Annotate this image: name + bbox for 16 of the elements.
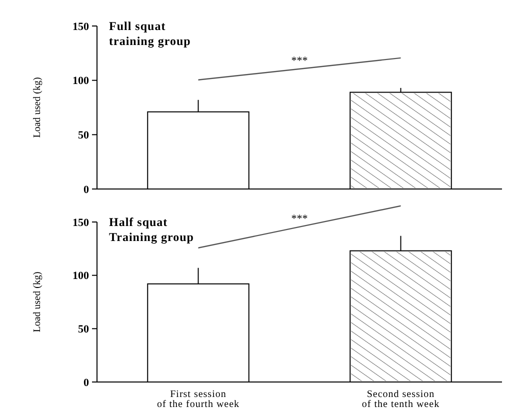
y-tick-label: 100: [72, 75, 90, 88]
x-tick-label: Second session of the tenth week: [362, 389, 440, 410]
chart-title: Half squat Training group: [109, 215, 194, 244]
annotation: ***: [291, 212, 308, 225]
x-tick-label: First session of the fourth week: [156, 389, 240, 410]
y-tick-label: 150: [72, 216, 90, 229]
chart-title: Full squat training group: [109, 19, 191, 48]
annotation: ***: [291, 54, 308, 67]
y-tick-label: 150: [72, 20, 90, 33]
y-tick-label: 100: [72, 270, 90, 282]
y-tick-label: 50: [78, 324, 90, 336]
y-axis-title: Load used (kg): [32, 272, 43, 332]
y-tick-label: 0: [84, 376, 90, 389]
y-tick-label: 0: [84, 184, 90, 196]
y-axis-title: Load used (kg): [32, 77, 43, 138]
y-tick-label: 50: [78, 130, 90, 142]
